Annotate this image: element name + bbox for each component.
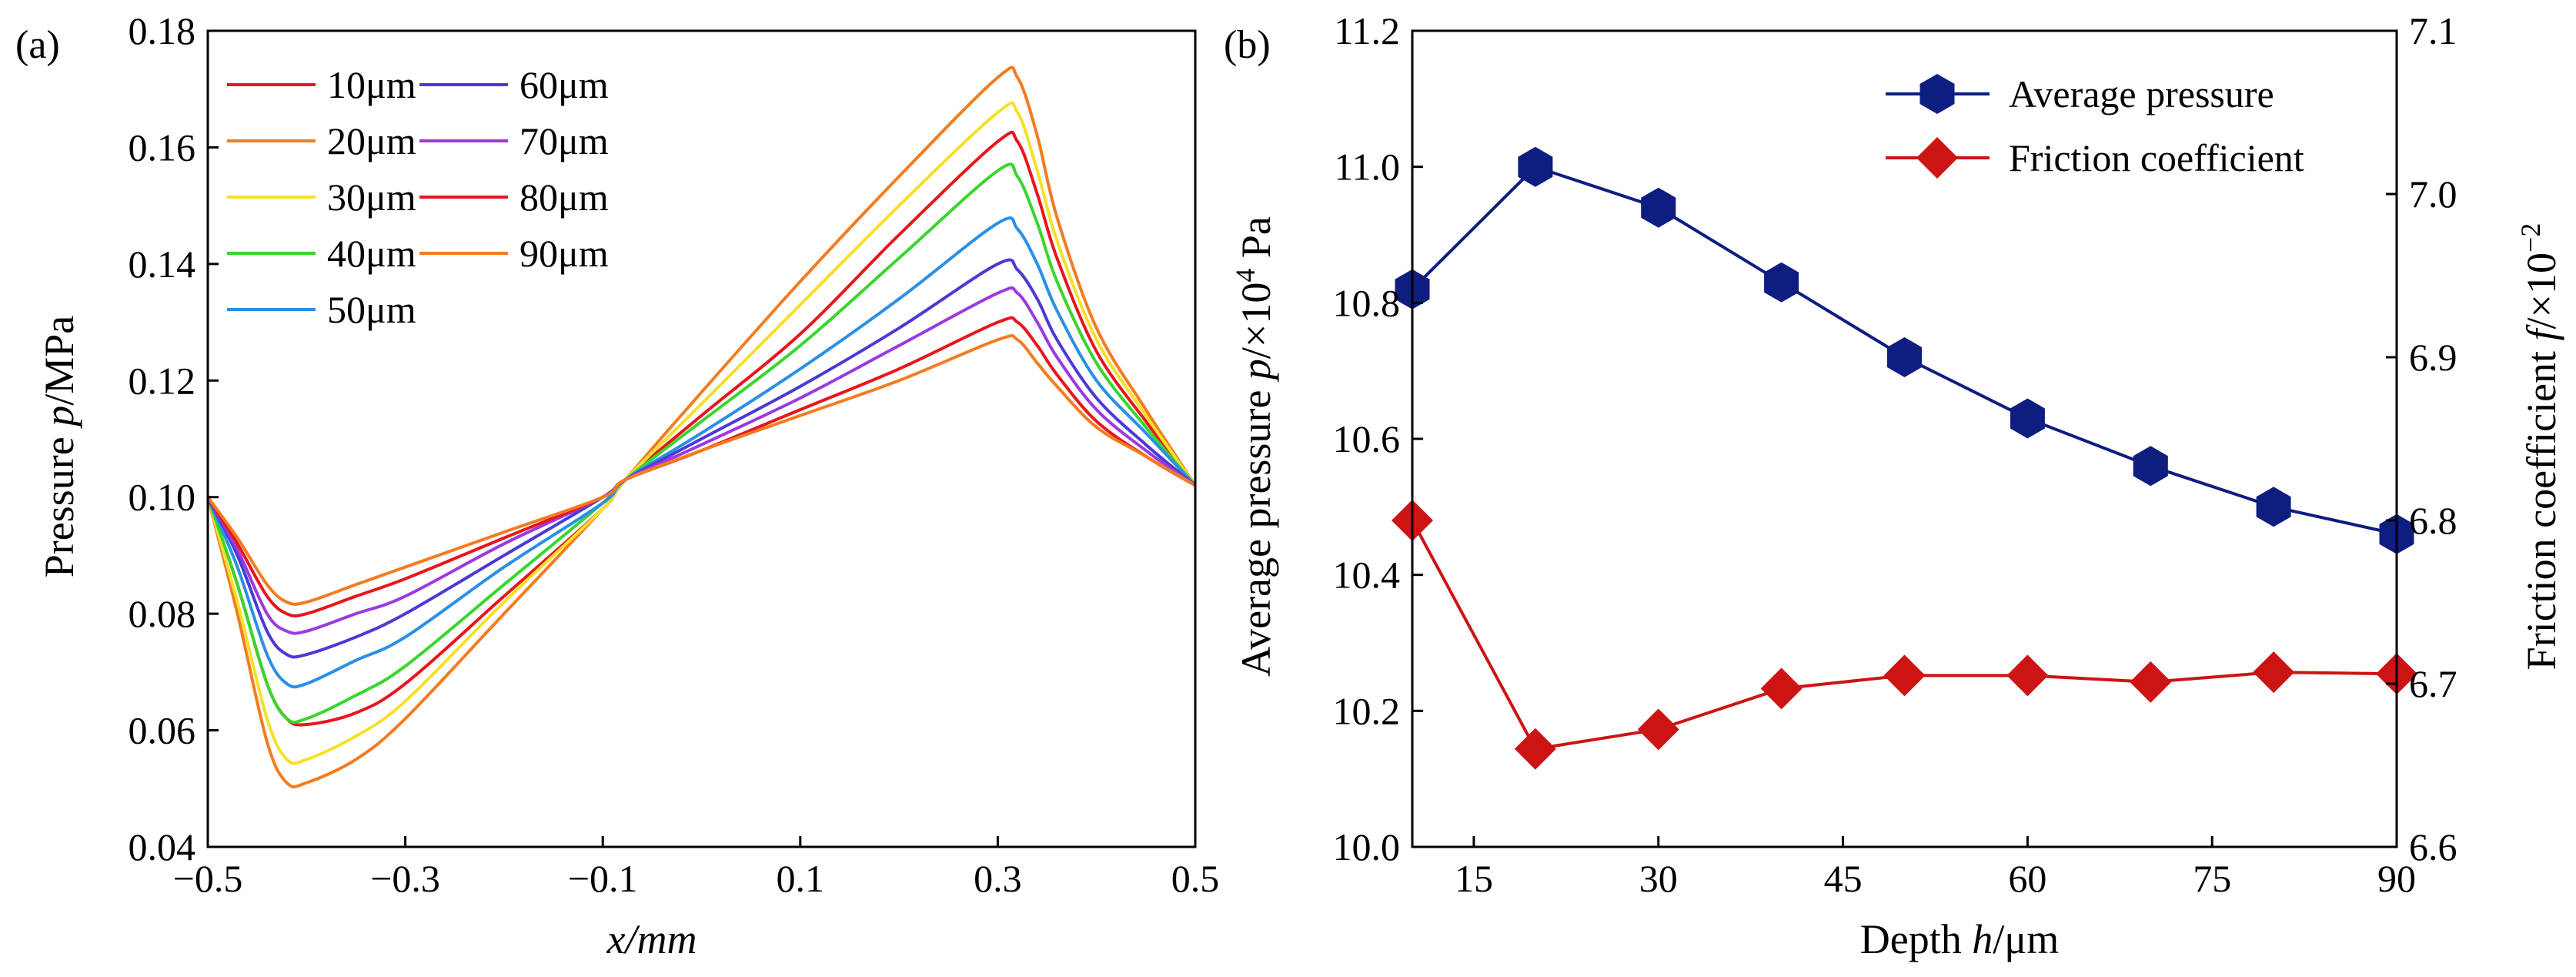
legend-label: 10μm <box>327 63 416 106</box>
data-point-friction <box>1637 708 1679 751</box>
left-y-tick-label: 11.0 <box>1334 146 1400 189</box>
legend-label: 90μm <box>520 232 609 275</box>
y-tick-label: 0.04 <box>129 825 196 868</box>
series-line-1 <box>206 130 1197 727</box>
series-line-friction-coefficient <box>1411 520 2397 751</box>
panel-b-plot: 15 30 45 60 75 90 10.0 10.2 10.4 10.6 10.8 11.0 11.2… <box>1333 9 2457 900</box>
left-y-tick-label: 11.2 <box>1334 9 1400 52</box>
panel-b-left-y-axis-label: Average pressure p/×104 Pa <box>1230 216 1279 677</box>
x-tick-label: 15 <box>1455 857 1493 900</box>
legend-label: 50μm <box>327 288 416 331</box>
data-point-pressure <box>1518 146 1553 187</box>
x-tick-label: 0.1 <box>777 857 825 900</box>
data-point-pressure <box>2256 487 2291 527</box>
x-tick-label: 30 <box>1639 857 1678 900</box>
series-line-5 <box>206 216 1197 689</box>
data-point-pressure <box>2133 446 2168 487</box>
series-line-4 <box>206 162 1197 724</box>
data-point-friction <box>1883 654 1926 697</box>
left-y-tick-label: 10.2 <box>1333 689 1401 732</box>
left-y-tick-label: 10.4 <box>1333 554 1401 597</box>
x-tick-label: 90 <box>2377 857 2416 900</box>
data-point-pressure <box>1887 337 1922 377</box>
data-point-friction <box>2006 654 2049 697</box>
right-y-tick-label: 6.7 <box>2409 662 2457 705</box>
legend-label: Average pressure <box>2009 72 2274 115</box>
left-y-tick-label: 10.6 <box>1333 417 1401 460</box>
x-tick-label: −0.3 <box>370 857 440 900</box>
legend-label: 60μm <box>520 63 609 106</box>
left-y-tick-label: 10.8 <box>1333 281 1401 324</box>
panel-b-right-y-axis-label: Friction coefficient f/×10−2 <box>2515 223 2564 671</box>
data-point-pressure <box>2010 398 2045 439</box>
legend-label: 40μm <box>327 232 416 275</box>
panel-a-x-axis-label: x/mm <box>606 916 697 962</box>
y-tick-label: 0.18 <box>129 9 196 52</box>
data-point-friction <box>1760 668 1803 710</box>
data-point-friction <box>2130 661 2172 703</box>
right-y-tick-label: 6.8 <box>2409 499 2457 542</box>
x-tick-label: 45 <box>1824 857 1863 900</box>
panel-a-plot: −0.5 −0.3 −0.1 0.1 0.3 0.5 0.04 0.06 0.08 0.10 0.1… <box>129 9 1220 900</box>
series-line-3 <box>206 101 1197 765</box>
data-point-pressure <box>1764 262 1799 303</box>
legend-label: 30μm <box>327 176 416 219</box>
x-tick-label: −0.5 <box>173 857 243 900</box>
legend-label: 20μm <box>327 119 416 162</box>
x-tick-label: 75 <box>2193 857 2231 900</box>
series-line-7 <box>206 286 1197 635</box>
series-line-8 <box>206 316 1197 617</box>
legend-marker-hexagon <box>1919 74 1955 114</box>
legend-label: 70μm <box>520 119 609 162</box>
data-point-friction <box>1514 728 1556 770</box>
panel-a-y-axis-label: Pressure p/MPa <box>36 316 82 578</box>
y-tick-label: 0.12 <box>129 359 196 402</box>
legend-label: 80μm <box>520 176 609 219</box>
data-point-pressure <box>1641 187 1676 228</box>
x-tick-label: −0.1 <box>568 857 638 900</box>
right-y-tick-label: 7.1 <box>2409 9 2457 52</box>
data-point-friction <box>2253 651 2295 694</box>
y-tick-label: 0.08 <box>129 592 196 635</box>
x-tick-label: 0.3 <box>974 857 1022 900</box>
right-y-tick-label: 6.6 <box>2409 825 2457 868</box>
panel-a-frame <box>206 29 1197 848</box>
right-y-tick-label: 7.0 <box>2409 172 2457 216</box>
panel-b-label: (b) <box>1224 23 1271 67</box>
x-tick-label: 0.5 <box>1171 857 1220 900</box>
series-line-2 <box>206 65 1197 788</box>
legend-label: Friction coefficient <box>2009 136 2304 179</box>
series-line-9 <box>206 334 1197 606</box>
left-y-tick-label: 10.0 <box>1333 825 1401 868</box>
y-tick-label: 0.10 <box>129 476 196 519</box>
y-tick-label: 0.14 <box>129 243 196 286</box>
series-line-6 <box>206 258 1197 659</box>
right-y-tick-label: 6.9 <box>2409 336 2457 379</box>
panel-a-label: (a) <box>15 23 60 67</box>
x-tick-label: 60 <box>2008 857 2046 900</box>
y-tick-label: 0.16 <box>129 125 196 169</box>
legend-marker-diamond <box>1916 137 1958 179</box>
y-tick-label: 0.06 <box>129 709 196 752</box>
panel-b-x-axis-label: Depth h/μm <box>1860 916 2059 962</box>
